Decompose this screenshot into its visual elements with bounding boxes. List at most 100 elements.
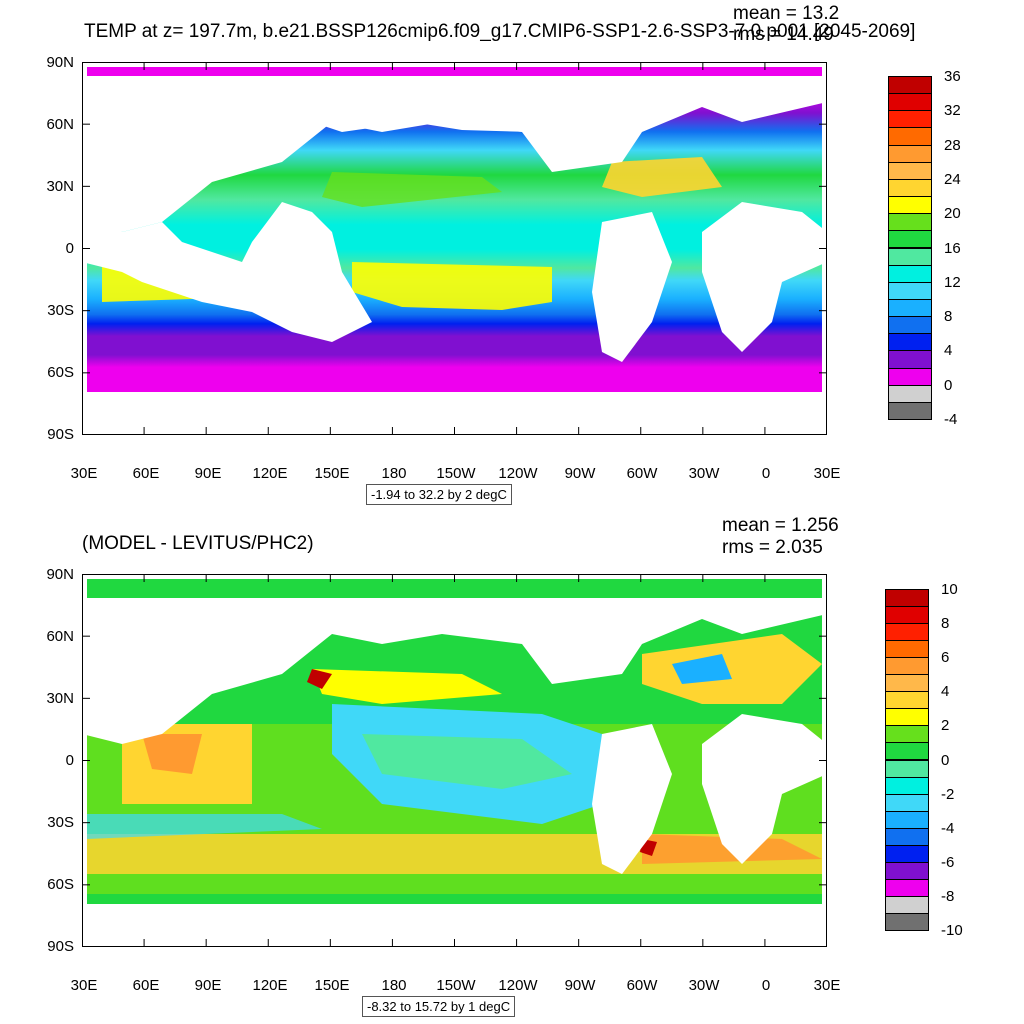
lon-label: 120E <box>252 465 288 482</box>
colorbar-label: -6 <box>941 853 955 871</box>
lat-label: 90N <box>46 54 74 71</box>
lat-label: 30N <box>46 690 74 707</box>
lat-label: 90N <box>46 566 74 583</box>
colorbar-cell <box>885 674 929 693</box>
lon-label: 120W <box>498 465 538 482</box>
colorbar-cell <box>888 161 932 180</box>
difference-contour-field <box>82 574 827 947</box>
colorbar-cell <box>888 127 932 146</box>
lat-label: 30S <box>47 302 74 319</box>
lat-label: 30N <box>46 178 74 195</box>
lat-label: 30S <box>47 814 74 831</box>
lat-label: 90S <box>47 938 74 955</box>
colorbar-cell <box>885 878 929 897</box>
lat-label: 90S <box>47 426 74 443</box>
colorbar-cell <box>888 401 932 420</box>
colorbar-cell <box>885 810 929 829</box>
colorbar-label: 4 <box>941 683 950 701</box>
colorbar-cell <box>888 298 932 318</box>
colorbar-label: -8 <box>941 887 955 905</box>
colorbar-label: -4 <box>941 819 955 837</box>
lon-label: 30W <box>688 977 720 994</box>
land-mask <box>82 598 827 947</box>
colorbar-cell <box>888 367 932 386</box>
colorbar-cell <box>888 350 932 369</box>
lat-label: 60S <box>47 364 74 381</box>
colorbar-cell <box>885 844 929 863</box>
lon-label: 150E <box>314 977 350 994</box>
colorbar-cell <box>885 776 929 795</box>
contour-range-label: -8.32 to 15.72 by 1 degC <box>362 996 516 1017</box>
lon-label: 150W <box>436 465 476 482</box>
rms-value: rms = 2.035 <box>722 537 823 558</box>
colorbar-cell <box>885 589 929 608</box>
colorbar-cell <box>885 742 929 761</box>
colorbar-cell <box>885 895 929 914</box>
colorbar-cell <box>888 230 932 249</box>
colorbar-label: 0 <box>941 751 950 769</box>
colorbar-cell <box>888 144 932 163</box>
lon-label: 120E <box>252 977 288 994</box>
land-mask <box>82 76 827 435</box>
colorbar-cell <box>885 623 929 642</box>
temperature-map <box>82 62 827 435</box>
colorbar-cell <box>888 196 932 215</box>
colorbar-cell <box>885 827 929 846</box>
lon-label: 0 <box>761 465 771 482</box>
colorbar-label: 12 <box>944 273 961 291</box>
colorbar-label: -2 <box>941 785 955 803</box>
lat-label: 0 <box>65 752 74 769</box>
mean-value: mean = 1.256 <box>722 515 839 536</box>
colorbar-label: -10 <box>941 922 963 939</box>
axis-ticks <box>82 62 827 435</box>
lon-label: 90W <box>564 977 596 994</box>
colorbar-label: -4 <box>944 411 958 428</box>
axis-ticks <box>82 574 827 947</box>
colorbar-cell <box>888 247 932 266</box>
lon-label: 180 <box>381 465 407 482</box>
colorbar-cell <box>885 861 929 880</box>
colorbar-cell <box>885 725 929 744</box>
lon-label: 0 <box>761 977 771 994</box>
colorbar-label: 16 <box>944 239 961 257</box>
colorbar-cell <box>888 316 932 335</box>
colorbar-cell <box>888 213 932 232</box>
temperature-panel: TEMP at z= 197.7m, b.e21.BSSP126cmip6.f0… <box>46 4 961 505</box>
rms-value: rms = 14.49 <box>733 24 834 45</box>
lon-label: 120W <box>498 977 538 994</box>
colorbar-cell <box>885 691 929 710</box>
colorbar-cell <box>885 708 929 727</box>
lat-label: 0 <box>65 240 74 257</box>
difference-panel: (MODEL - LEVITUS/PHC2) mean = 1.256 rms … <box>0 512 1024 1024</box>
lon-label: 90E <box>194 977 222 994</box>
colorbar-cell <box>885 640 929 659</box>
lon-label: 150E <box>314 465 350 482</box>
lon-label: 30E <box>813 465 841 482</box>
colorbar-cell <box>888 281 932 300</box>
lon-label: 150W <box>436 977 476 994</box>
lon-label: 60W <box>626 977 658 994</box>
colorbar: 10 8 6 4 2 0 -2 -4 -6 -8 -10 <box>885 582 963 938</box>
colorbar-cell <box>888 384 932 403</box>
colorbar-label: 32 <box>944 102 961 120</box>
lon-label: 60E <box>132 977 160 994</box>
colorbar-label: 8 <box>941 615 950 633</box>
colorbar-label: 8 <box>944 308 953 326</box>
colorbar-label: 4 <box>944 342 953 360</box>
colorbar-cell <box>885 759 929 778</box>
lon-label: 30W <box>688 465 720 482</box>
colorbar-cell <box>885 657 929 676</box>
colorbar-cell <box>888 93 932 112</box>
lon-label: 90E <box>194 465 222 482</box>
lon-label: 30E <box>813 977 841 994</box>
panel-title: (MODEL - LEVITUS/PHC2) <box>82 533 314 554</box>
colorbar-cell <box>888 264 932 283</box>
lon-label: 180 <box>381 977 407 994</box>
colorbar-label: 10 <box>941 581 958 598</box>
colorbar-cell <box>888 110 932 129</box>
colorbar-label: 20 <box>944 205 961 223</box>
lon-label: 30E <box>70 977 98 994</box>
colorbar-cell <box>885 793 929 812</box>
lon-label: 90W <box>564 465 596 482</box>
colorbar-cell <box>888 178 932 198</box>
